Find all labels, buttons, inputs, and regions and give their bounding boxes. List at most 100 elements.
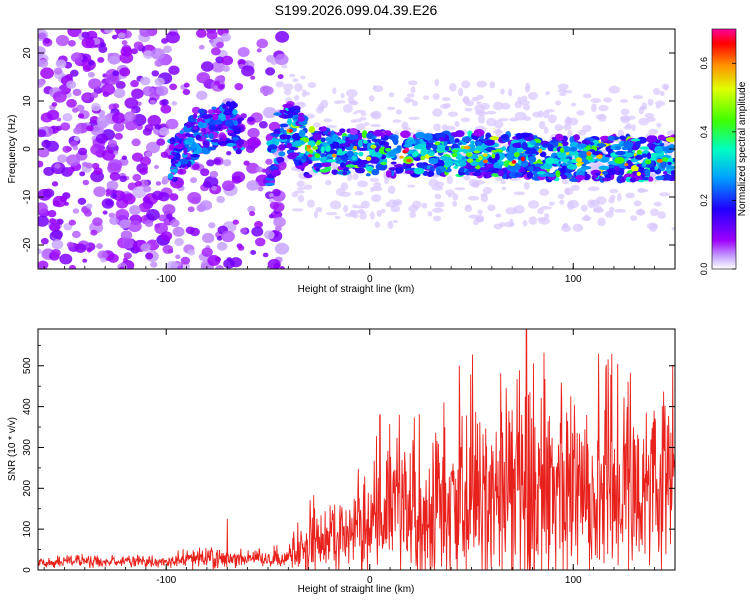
spectrogram-cell <box>93 167 103 176</box>
spectrogram-cell <box>294 101 306 105</box>
spectrogram-cell <box>124 97 139 109</box>
spectrogram-cell <box>551 137 557 141</box>
spectrogram-cell <box>174 238 184 247</box>
spectrogram-cell <box>113 150 119 155</box>
spectrogram-cell <box>432 215 442 222</box>
spectrogram-cell <box>199 200 213 211</box>
spectrogram-cell <box>609 188 619 194</box>
spectrogram-cell <box>195 29 207 38</box>
spectrogram-cell <box>460 145 466 150</box>
spectrogram-cell <box>557 150 567 159</box>
spectrogram-cell <box>130 80 139 88</box>
spectrogram-y-tick-label: 10 <box>22 95 33 107</box>
spectrogram-cell <box>452 149 459 153</box>
spectrogram-cell <box>380 208 386 214</box>
spectrogram-cell <box>166 260 178 269</box>
spectrogram-cell <box>427 211 433 217</box>
spectrogram-cell <box>620 108 630 116</box>
spectrogram-cell <box>55 59 67 69</box>
spectrogram-cell <box>139 29 153 37</box>
spectrogram-cell <box>466 158 474 163</box>
spectrogram-cell <box>189 177 198 184</box>
spectrogram-cell <box>408 98 414 103</box>
spectrogram-cell <box>413 157 421 162</box>
spectrogram-cell <box>92 217 103 226</box>
snr-x-tick-label: 100 <box>565 575 582 586</box>
spectrogram-cell <box>538 148 543 154</box>
spectrogram-cell <box>564 187 574 196</box>
spectrogram-cell <box>609 206 615 213</box>
spectrogram-cell <box>65 74 71 79</box>
spectrogram-cell <box>470 140 475 145</box>
spectrogram-cell <box>274 138 280 146</box>
spectrogram-cell <box>493 223 503 230</box>
spectrogram-cell <box>617 192 622 202</box>
spectrogram-cell <box>82 258 88 263</box>
spectrogram-cell <box>52 91 67 103</box>
spectrogram-cell <box>524 85 531 93</box>
spectrogram-cell <box>569 150 579 156</box>
spectrogram-cell <box>569 136 575 144</box>
spectrogram-cell <box>656 158 664 163</box>
spectrogram-cell <box>96 243 103 249</box>
spectrogram-cell <box>359 212 367 220</box>
spectrogram-cell <box>514 100 523 109</box>
spectrogram-cell <box>308 125 316 133</box>
spectrogram-cell <box>72 145 78 151</box>
spectrogram-cell <box>100 257 107 263</box>
spectrogram-cell <box>196 90 208 101</box>
spectrogram-cell <box>666 136 675 143</box>
spectrogram-cell <box>428 152 435 157</box>
spectrogram-cell <box>573 134 580 141</box>
spectrogram-cell <box>278 151 286 157</box>
spectrogram-cell <box>650 208 659 217</box>
spectrogram-cell <box>590 97 602 104</box>
spectrogram-cell <box>598 165 610 171</box>
spectrogram-cell <box>160 151 169 158</box>
snr-x-tick-label: -100 <box>156 575 176 586</box>
spectrogram-cell <box>265 67 276 76</box>
spectrogram-cell <box>70 140 78 148</box>
spectrogram-cell <box>653 165 659 171</box>
spectrogram-cell <box>390 161 397 165</box>
spectrogram-cell <box>274 242 290 255</box>
spectrogram-cell <box>463 145 471 150</box>
spectrogram-cell <box>349 133 359 141</box>
spectrogram-cell <box>273 216 286 228</box>
spectrogram-cell <box>423 133 433 141</box>
spectrogram-cell <box>625 192 635 199</box>
spectrogram-cell <box>329 161 339 169</box>
spectrogram-cell <box>51 249 61 258</box>
snr-y-tick-label: 0 <box>22 567 33 573</box>
spectrogram-cell <box>77 113 85 119</box>
spectrogram-cell <box>495 128 502 138</box>
spectrogram-cell <box>43 37 51 44</box>
spectrogram-cell <box>265 158 273 165</box>
spectrogram-cell <box>90 92 99 99</box>
spectrogram-cell <box>234 83 244 91</box>
spectrogram-cell <box>288 152 300 157</box>
spectrogram-cell <box>555 170 561 178</box>
spectrogram-cell <box>314 153 321 158</box>
spectrogram-cell <box>236 119 242 125</box>
spectrogram-cell <box>183 147 188 156</box>
spectrogram-cell <box>501 146 507 151</box>
spectrogram-cell <box>667 161 672 166</box>
spectrogram-cell <box>144 219 154 228</box>
snr-series-line <box>38 329 675 570</box>
spectrogram-cell <box>369 177 379 182</box>
spectrogram-cell <box>459 167 465 173</box>
spectrogram-cell <box>384 147 391 152</box>
spectrogram-cell <box>474 104 485 112</box>
spectrogram-cell <box>208 133 214 140</box>
spectrogram-cell <box>315 207 323 213</box>
spectrogram-cell <box>357 147 368 151</box>
spectrogram-cell <box>179 130 184 135</box>
spectrogram-cell <box>212 113 219 121</box>
spectrogram-cell <box>408 80 418 86</box>
spectrogram-cell <box>38 248 42 255</box>
spectrogram-cell <box>195 134 201 141</box>
spectrogram-cell <box>591 103 597 113</box>
